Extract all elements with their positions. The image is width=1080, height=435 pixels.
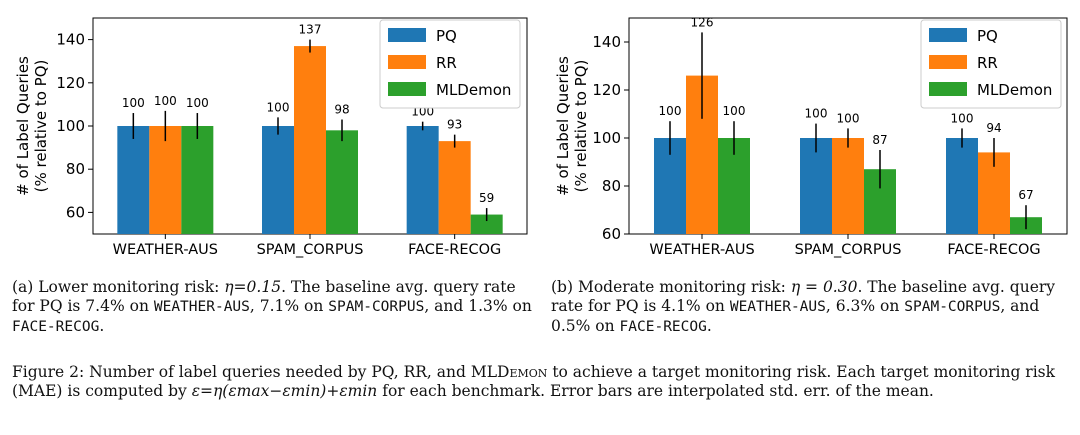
figure-caption-demon: Demon xyxy=(497,363,548,381)
bar-rr xyxy=(438,141,471,234)
y-tick-label: 80 xyxy=(66,160,85,178)
legend-label: MLDemon xyxy=(436,81,511,99)
bar-pq xyxy=(946,138,978,234)
legend-label: PQ xyxy=(977,27,998,45)
caption-a-prefix: (a) Lower monitoring risk: xyxy=(12,278,225,296)
data-label: 100 xyxy=(154,94,177,108)
data-label: 100 xyxy=(723,104,746,118)
figure-caption-lead: Figure 2: Number of label queries needed… xyxy=(12,363,498,381)
chart-a: 60 80 100 120 140 # of Label Queries (% relati… xyxy=(14,17,528,258)
figure-caption-end: for each benchmark. Error bars are inter… xyxy=(377,382,934,400)
bar-mldemon xyxy=(470,214,503,234)
y-tick-label: 80 xyxy=(602,177,621,195)
bar-pq xyxy=(262,126,294,234)
y-axis-label: # of Label Queries xyxy=(14,56,32,196)
figure-caption: Figure 2: Number of label queries needed… xyxy=(12,363,1070,401)
legend-label: PQ xyxy=(436,27,457,45)
x-tick-label: SPAM_CORPUS xyxy=(257,242,364,258)
legend-swatch-mldemon xyxy=(388,82,426,96)
data-label: 100 xyxy=(186,96,209,110)
bar-mldemon xyxy=(181,126,214,234)
figure-caption-mid: to achieve a target monitoring risk. Eac… xyxy=(12,363,1056,400)
figure-caption-formula: ε=η(εmax−εmin)+εmin xyxy=(191,382,378,400)
y-tick-label: 120 xyxy=(56,74,85,92)
data-label: 100 xyxy=(837,111,860,125)
data-label: 100 xyxy=(267,100,290,114)
caption-b-prefix: (b) Moderate monitoring risk: xyxy=(551,278,791,296)
caption-a-end: . xyxy=(99,317,105,335)
caption-b-dataset-1: WEATHER-AUS xyxy=(729,299,826,315)
data-label: 137 xyxy=(299,23,322,37)
x-tick-label: WEATHER-AUS xyxy=(113,242,218,258)
caption-b-dataset-2: SPAM-CORPUS xyxy=(904,299,1001,315)
caption-b-m1: , 6.3% on xyxy=(825,297,905,315)
data-label: 67 xyxy=(1018,188,1033,202)
y-tick-label: 60 xyxy=(66,203,85,221)
caption-a-dataset-2: SPAM-CORPUS xyxy=(328,299,425,315)
x-tick-label: FACE-RECOG xyxy=(408,242,501,258)
data-label: 126 xyxy=(691,15,714,29)
data-label: 94 xyxy=(986,121,1001,135)
x-tick-label: FACE-RECOG xyxy=(947,242,1040,258)
chart-b: 60 80 100 120 140 # of Label Queries (% relati… xyxy=(554,15,1068,258)
caption-a-m1: , 7.1% on xyxy=(249,297,329,315)
bar-pq xyxy=(117,126,150,234)
y-tick-label: 60 xyxy=(602,225,621,243)
legend-swatch-pq xyxy=(388,28,426,42)
legend-swatch-mldemon xyxy=(929,82,967,96)
legend-swatch-rr xyxy=(388,55,426,69)
bar-rr xyxy=(294,46,326,234)
y-tick-label: 140 xyxy=(592,33,621,51)
legend-label: RR xyxy=(436,54,457,72)
data-label: 100 xyxy=(805,107,828,121)
caption-b: (b) Moderate monitoring risk: η = 0.30. … xyxy=(551,278,1071,337)
caption-a-dataset-3: FACE-RECOG xyxy=(12,319,100,335)
y-axis-label: (% relative to PQ) xyxy=(572,60,590,193)
data-label: 100 xyxy=(951,111,974,125)
y-tick-label: 100 xyxy=(56,117,85,135)
legend-swatch-pq xyxy=(929,28,967,42)
caption-b-end: . xyxy=(706,317,712,335)
data-label: 98 xyxy=(334,103,349,117)
x-tick-label: WEATHER-AUS xyxy=(649,242,754,258)
data-label: 87 xyxy=(872,133,887,147)
bar-rr xyxy=(149,126,182,234)
legend-label: RR xyxy=(977,54,998,72)
y-axis-label: (% relative to PQ) xyxy=(32,60,50,193)
caption-a-eta: η=0.15 xyxy=(224,278,282,296)
legend-label: MLDemon xyxy=(977,81,1052,99)
y-tick-label: 140 xyxy=(56,31,85,49)
caption-a-m2: , and 1.3% on xyxy=(424,297,532,315)
caption-a: (a) Lower monitoring risk: η=0.15. The b… xyxy=(12,278,537,337)
caption-b-dataset-3: FACE-RECOG xyxy=(619,319,707,335)
y-tick-label: 120 xyxy=(592,81,621,99)
bar-rr xyxy=(832,138,864,234)
bar-mldemon xyxy=(326,130,358,234)
data-label: 93 xyxy=(447,118,462,132)
bar-pq xyxy=(800,138,832,234)
x-tick-label: SPAM_CORPUS xyxy=(795,242,902,258)
caption-a-dataset-1: WEATHER-AUS xyxy=(153,299,250,315)
data-label: 59 xyxy=(479,191,494,205)
caption-b-m2: , and 0.5% on xyxy=(551,297,1040,335)
data-label: 100 xyxy=(659,104,682,118)
caption-a-mid: . The baseline avg. query rate for PQ is… xyxy=(12,278,516,315)
data-label: 100 xyxy=(122,96,145,110)
y-tick-label: 100 xyxy=(592,129,621,147)
y-axis-label: # of Label Queries xyxy=(554,56,572,196)
caption-b-eta: η = 0.30 xyxy=(790,278,858,296)
caption-b-mid: . The baseline avg. query rate for PQ is… xyxy=(551,278,1056,315)
legend-swatch-rr xyxy=(929,55,967,69)
bar-pq xyxy=(406,126,439,234)
